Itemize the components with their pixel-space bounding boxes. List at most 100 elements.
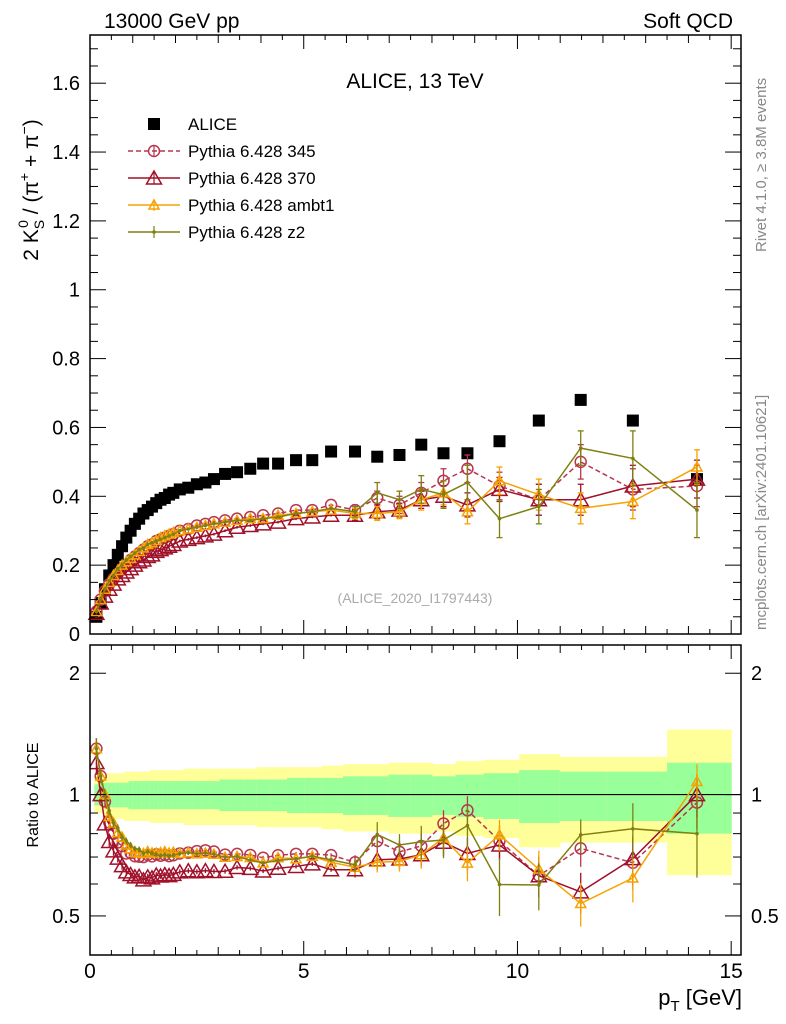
dot-marker (353, 509, 357, 514)
triangle-marker (324, 855, 338, 868)
svg-text:2 KS0 / (π+ + π−): 2 KS0 / (π+ + π−) (15, 119, 47, 260)
dot-marker (497, 882, 502, 887)
triangle-marker (271, 508, 285, 520)
stat-uncertainty-band (219, 779, 232, 812)
dot-marker (128, 554, 133, 559)
alice-data-point (120, 531, 133, 544)
triangle-marker (90, 754, 106, 770)
alice-data-point (437, 447, 450, 460)
stat-uncertainty-band (366, 776, 389, 815)
triangle-marker (228, 518, 246, 535)
dot-marker (186, 850, 191, 855)
stat-uncertainty-band (321, 777, 344, 814)
legend-label-alice: ALICE (188, 115, 237, 134)
dot-marker (152, 230, 156, 234)
triangle-marker (94, 593, 107, 605)
x-tick-label: 10 (506, 960, 529, 983)
dot-marker (154, 852, 159, 857)
triangle-marker (145, 169, 163, 185)
dot-marker (248, 518, 253, 523)
y-tick-label: 0.6 (52, 417, 80, 439)
ratio-series-3 (94, 738, 699, 916)
dot-marker (203, 523, 208, 528)
legend-label: Pythia 6.428 z2 (188, 223, 305, 242)
alice-data-point (493, 435, 506, 448)
ratio-y-tick-label-right: 2 (751, 663, 762, 685)
dot-marker (497, 516, 502, 521)
triangle-marker (244, 512, 257, 524)
alice-data-point (272, 457, 285, 470)
triangle-marker (158, 529, 172, 541)
x-tick-label: 0 (84, 960, 96, 983)
triangle-marker (98, 582, 112, 594)
dot-marker (375, 491, 380, 495)
triangle-marker (216, 862, 234, 879)
triangle-marker (393, 505, 406, 517)
dot-marker (695, 508, 699, 512)
triangle-marker (269, 513, 287, 529)
circle-marker (199, 844, 212, 857)
triangle-marker (690, 460, 704, 472)
dot-marker (578, 833, 583, 837)
stat-uncertainty-band (343, 776, 367, 815)
dot-marker (141, 851, 146, 856)
alice-data-point (626, 414, 639, 427)
dot-marker (329, 506, 333, 511)
ratio-y-tick-label-right: 1 (751, 785, 762, 807)
dot-marker (124, 558, 129, 562)
dot-marker (186, 527, 191, 531)
dot-marker (695, 831, 699, 836)
triangle-marker (196, 862, 215, 878)
legend-entry-0: Pythia 6.428 345 (128, 142, 316, 161)
triangle-marker (104, 842, 123, 858)
triangle-marker (120, 838, 133, 850)
y-tick-label: 0.2 (52, 555, 80, 577)
triangle-marker (90, 605, 103, 617)
triangle-marker (143, 546, 161, 562)
dot-marker (223, 855, 227, 860)
y-tick-label: 0.8 (52, 349, 80, 371)
triangle-marker (574, 896, 587, 909)
svg-text:pT [GeV]: pT [GeV] (658, 985, 742, 1015)
triangle-marker (461, 505, 474, 517)
alice-data-point (290, 454, 303, 467)
dot-marker (171, 853, 176, 858)
dot-marker (310, 509, 315, 514)
dot-marker (94, 746, 99, 751)
triangle-marker (370, 506, 384, 519)
ratio-y-tick-label: 2 (69, 663, 80, 685)
dot-marker (441, 492, 446, 497)
triangle-marker (164, 865, 183, 882)
series-line (95, 447, 698, 612)
dot-marker (145, 542, 150, 547)
stat-uncertainty-band (559, 771, 608, 821)
dot-marker (195, 525, 199, 530)
legend-entry-1: Pythia 6.428 370 (128, 169, 316, 188)
dot-marker (150, 540, 154, 545)
x-axis-label: pT [GeV] (658, 985, 742, 1015)
stat-uncertainty-band (287, 777, 305, 814)
alice-data-point (219, 467, 232, 480)
stat-uncertainty-band (410, 774, 433, 817)
triangle-marker (287, 857, 305, 874)
dot-marker (537, 504, 541, 509)
dot-marker (94, 609, 99, 614)
y-tick-label: 1.4 (52, 142, 80, 164)
dot-marker (141, 546, 146, 550)
dot-marker (115, 566, 120, 571)
dot-marker (294, 856, 298, 861)
legend-label: Pythia 6.428 ambt1 (188, 196, 334, 215)
dot-marker (158, 853, 163, 858)
triangle-marker (96, 815, 114, 831)
triangle-marker (102, 575, 116, 588)
dot-marker (631, 456, 635, 461)
dot-marker (128, 843, 133, 847)
triangle-marker (100, 833, 119, 849)
ratio-y-tick-label: 1 (69, 785, 80, 807)
dot-marker (107, 578, 112, 583)
y-tick-label: 1.6 (52, 73, 80, 95)
dot-marker (375, 832, 380, 837)
stat-uncertainty-band (256, 779, 272, 812)
dot-marker (195, 852, 199, 856)
